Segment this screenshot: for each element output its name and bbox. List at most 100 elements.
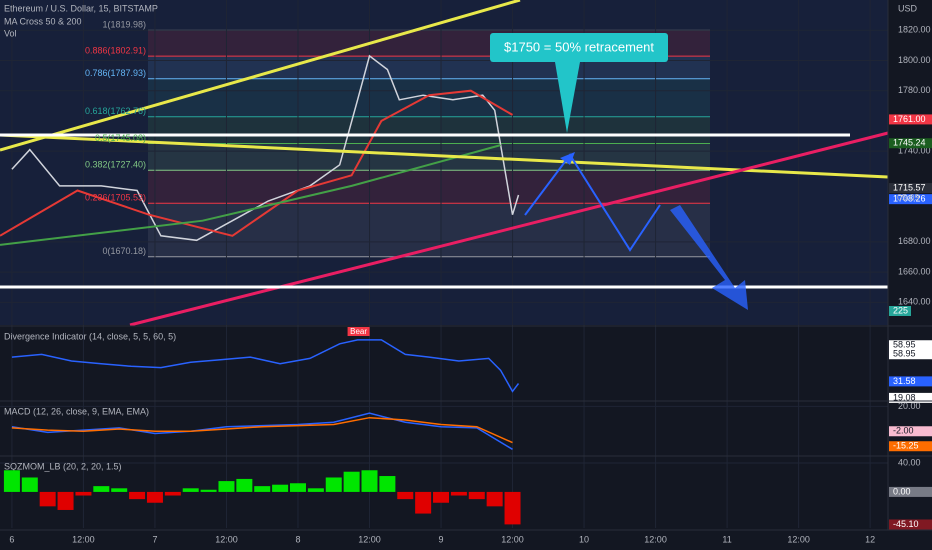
x-tick-label: 12:00 xyxy=(358,534,381,544)
fib-band xyxy=(148,170,710,204)
momentum-bar xyxy=(182,488,199,492)
fib-label: 0.786(1787.93) xyxy=(85,68,146,78)
volume-tag xyxy=(889,306,911,316)
trendline xyxy=(0,0,521,152)
momentum-bar xyxy=(486,491,503,507)
price-tag xyxy=(889,114,932,125)
price-tag xyxy=(889,138,932,149)
fib-label: 1(1819.98) xyxy=(102,20,146,30)
x-tick-label: 6 xyxy=(9,534,14,544)
fib-label: 0(1670.18) xyxy=(102,246,146,256)
indicator-line xyxy=(11,412,513,450)
momentum-bar xyxy=(236,478,253,492)
momentum-bar xyxy=(307,488,324,492)
momentum-bar xyxy=(468,491,485,500)
volume-tag-label: 225 xyxy=(893,305,908,315)
grid xyxy=(0,0,888,528)
fib-bands xyxy=(148,29,710,258)
price-tag-label: 1708.26 xyxy=(893,194,926,204)
y-tick-label: 1780.00 xyxy=(898,85,931,95)
momentum-bar xyxy=(21,477,38,492)
moving-average xyxy=(0,89,514,237)
momentum-bar xyxy=(57,491,74,510)
annotation: $1750 = 50% retracement xyxy=(504,39,654,54)
momentum-bar xyxy=(450,491,467,496)
indicator-line xyxy=(11,416,513,444)
fib-label: 0.886(1802.91) xyxy=(85,45,146,55)
price-tag xyxy=(889,376,932,387)
price-tag-label: 0.00 xyxy=(893,486,911,496)
momentum-bar xyxy=(433,491,450,503)
price-tag-label: 1745.24 xyxy=(893,138,926,148)
price-tag-label: 1761.00 xyxy=(893,114,926,124)
fib-label: 0.382(1727.40) xyxy=(85,160,146,170)
momentum-bar xyxy=(361,470,378,492)
pane-title: SQZMOM_LB (20, 2, 20, 1.5) xyxy=(4,461,122,471)
y-tick-label: 1800.00 xyxy=(898,55,931,65)
momentum-bar xyxy=(504,491,521,525)
indicator-line xyxy=(11,339,520,393)
momentum-bar xyxy=(164,491,181,496)
x-tick-label: 12:00 xyxy=(215,534,238,544)
price-tag xyxy=(889,426,932,437)
price-tag xyxy=(889,194,932,205)
price-tag-label: 58.95 xyxy=(893,349,916,359)
x-tick-label: 9 xyxy=(439,534,444,544)
y-tick-label: 20.00 xyxy=(898,401,921,411)
momentum-bar xyxy=(379,476,396,492)
price-line xyxy=(11,54,520,242)
fib-band xyxy=(148,143,710,171)
price-lines xyxy=(0,54,520,246)
momentum-bar xyxy=(218,481,235,492)
price-tag-label: 1715.57 xyxy=(893,182,926,192)
trendline xyxy=(129,131,889,327)
y-tick-label: 1640.00 xyxy=(898,297,931,307)
price-tag-label: -45.10 xyxy=(893,519,919,529)
momentum-bar xyxy=(93,486,110,492)
momentum-bar xyxy=(254,486,271,492)
countdown: 05:09 xyxy=(897,192,920,202)
price-tag xyxy=(889,392,932,403)
x-tick-label: 12:00 xyxy=(501,534,524,544)
fib-label: 0.5(1745.08) xyxy=(95,133,146,143)
chart-title: Ethereum / U.S. Dollar, 15, BITSTAMP xyxy=(4,3,158,13)
projection-arrow xyxy=(524,153,661,252)
main-pane xyxy=(0,0,888,325)
down-arrow xyxy=(670,205,748,310)
momentum-bar xyxy=(325,477,342,492)
x-tick-label: 7 xyxy=(152,534,157,544)
x-tick-label: 12:00 xyxy=(644,534,667,544)
y-tick-label: 1820.00 xyxy=(898,25,931,35)
pane-title: Divergence Indicator (14, close, 5, 5, 6… xyxy=(4,331,176,341)
price-tag xyxy=(889,441,932,452)
price-tag-label: 31.58 xyxy=(893,376,916,386)
y-tick-label: 1660.00 xyxy=(898,266,931,276)
momentum-bar xyxy=(111,488,128,492)
arrowhead xyxy=(560,152,575,165)
y-tick-label: 40.00 xyxy=(898,457,921,467)
fib-band xyxy=(148,78,710,117)
momentum-bar xyxy=(3,470,20,492)
momentum-bar xyxy=(397,491,414,500)
price-tag-label: 19.08 xyxy=(893,392,916,402)
indicator-label: MA Cross 50 & 200 xyxy=(4,16,82,26)
fib-label: 0.236(1705.53) xyxy=(85,193,146,203)
price-tag xyxy=(889,349,932,360)
x-tick-label: 10 xyxy=(579,534,589,544)
momentum-bar xyxy=(39,491,56,507)
price-tag xyxy=(889,183,932,194)
price-tag-label: 58.95 xyxy=(893,340,916,350)
momentum-bar xyxy=(289,483,306,492)
x-tick-label: 12:00 xyxy=(787,534,810,544)
callout xyxy=(490,33,668,62)
price-tag xyxy=(889,519,932,530)
signal-box xyxy=(347,327,370,336)
fib-band xyxy=(148,116,710,144)
momentum-bar xyxy=(129,491,146,500)
moving-average xyxy=(0,144,501,246)
callout-tail xyxy=(555,62,580,133)
momentum-bar xyxy=(75,491,92,496)
signal-label: Bear xyxy=(350,327,367,336)
fib-label: 0.618(1762.76) xyxy=(85,106,146,116)
